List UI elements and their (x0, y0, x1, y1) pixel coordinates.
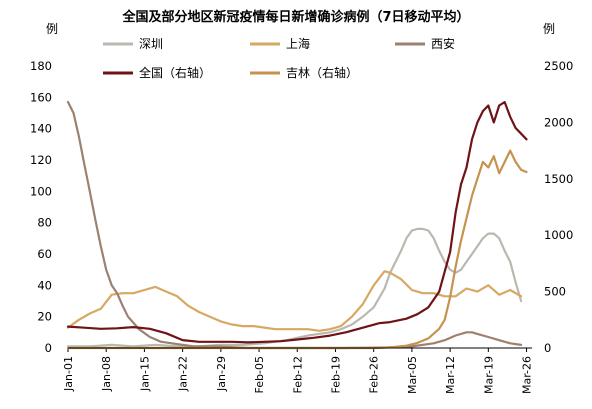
right-axis-unit: 例 (543, 22, 555, 36)
series-line (66, 149, 528, 350)
legend-label: 全国（右轴） (139, 65, 211, 80)
series-line (66, 100, 523, 350)
series-line (66, 100, 528, 344)
x-tick-label: Jan-29 (215, 356, 228, 392)
right-tick-label: 1500 (544, 172, 573, 186)
x-tick-label: Feb-19 (329, 356, 342, 393)
left-tick-label: 140 (30, 122, 52, 136)
series-layer (66, 100, 528, 350)
x-tick-label: Mar-05 (406, 356, 419, 394)
series-line (66, 270, 523, 332)
legend-label: 深圳 (139, 37, 163, 51)
x-tick-label: Mar-19 (482, 356, 495, 394)
left-tick-label: 180 (30, 59, 52, 73)
right-tick-label: 0 (544, 341, 551, 355)
left-y-axis: 0 20 40 60 80 100 120 140 160 180 (30, 59, 52, 355)
chart-title: 全国及部分地区新冠疫情每日新增确诊病例（7日移动平均） (121, 9, 469, 25)
right-tick-label: 1000 (544, 228, 573, 242)
legend-label: 西安 (431, 36, 455, 51)
left-tick-label: 80 (37, 216, 52, 230)
left-tick-label: 0 (45, 341, 52, 355)
left-tick-label: 40 (37, 278, 52, 292)
left-tick-label: 160 (30, 90, 52, 104)
left-tick-label: 60 (37, 247, 52, 261)
left-axis-unit: 例 (46, 22, 58, 36)
legend-label: 上海 (286, 36, 310, 51)
right-y-axis: 0 500 1000 1500 2000 2500 (544, 59, 573, 355)
x-axis: Jan-01 Jan-08 Jan-15 Jan-22 Jan-29 Feb-05 Feb-… (62, 348, 534, 394)
x-tick-label: Mar-12 (444, 356, 457, 394)
right-tick-label: 2500 (544, 59, 573, 73)
legend-label: 吉林（右轴） (286, 65, 358, 80)
right-tick-label: 2000 (544, 115, 573, 129)
x-tick-label: Mar-26 (521, 356, 534, 394)
x-tick-label: Feb-26 (368, 356, 381, 393)
left-tick-label: 20 (37, 310, 52, 324)
right-tick-label: 500 (544, 285, 566, 299)
x-tick-label: Feb-05 (253, 356, 266, 393)
x-tick-label: Feb-12 (291, 356, 304, 393)
x-tick-label: Jan-22 (177, 356, 190, 392)
x-tick-label: Jan-08 (100, 356, 113, 392)
x-tick-label: Jan-15 (138, 356, 151, 392)
left-tick-label: 100 (30, 184, 52, 198)
left-tick-label: 120 (30, 153, 52, 167)
x-tick-label: Jan-01 (62, 356, 75, 392)
series-line (66, 227, 523, 348)
